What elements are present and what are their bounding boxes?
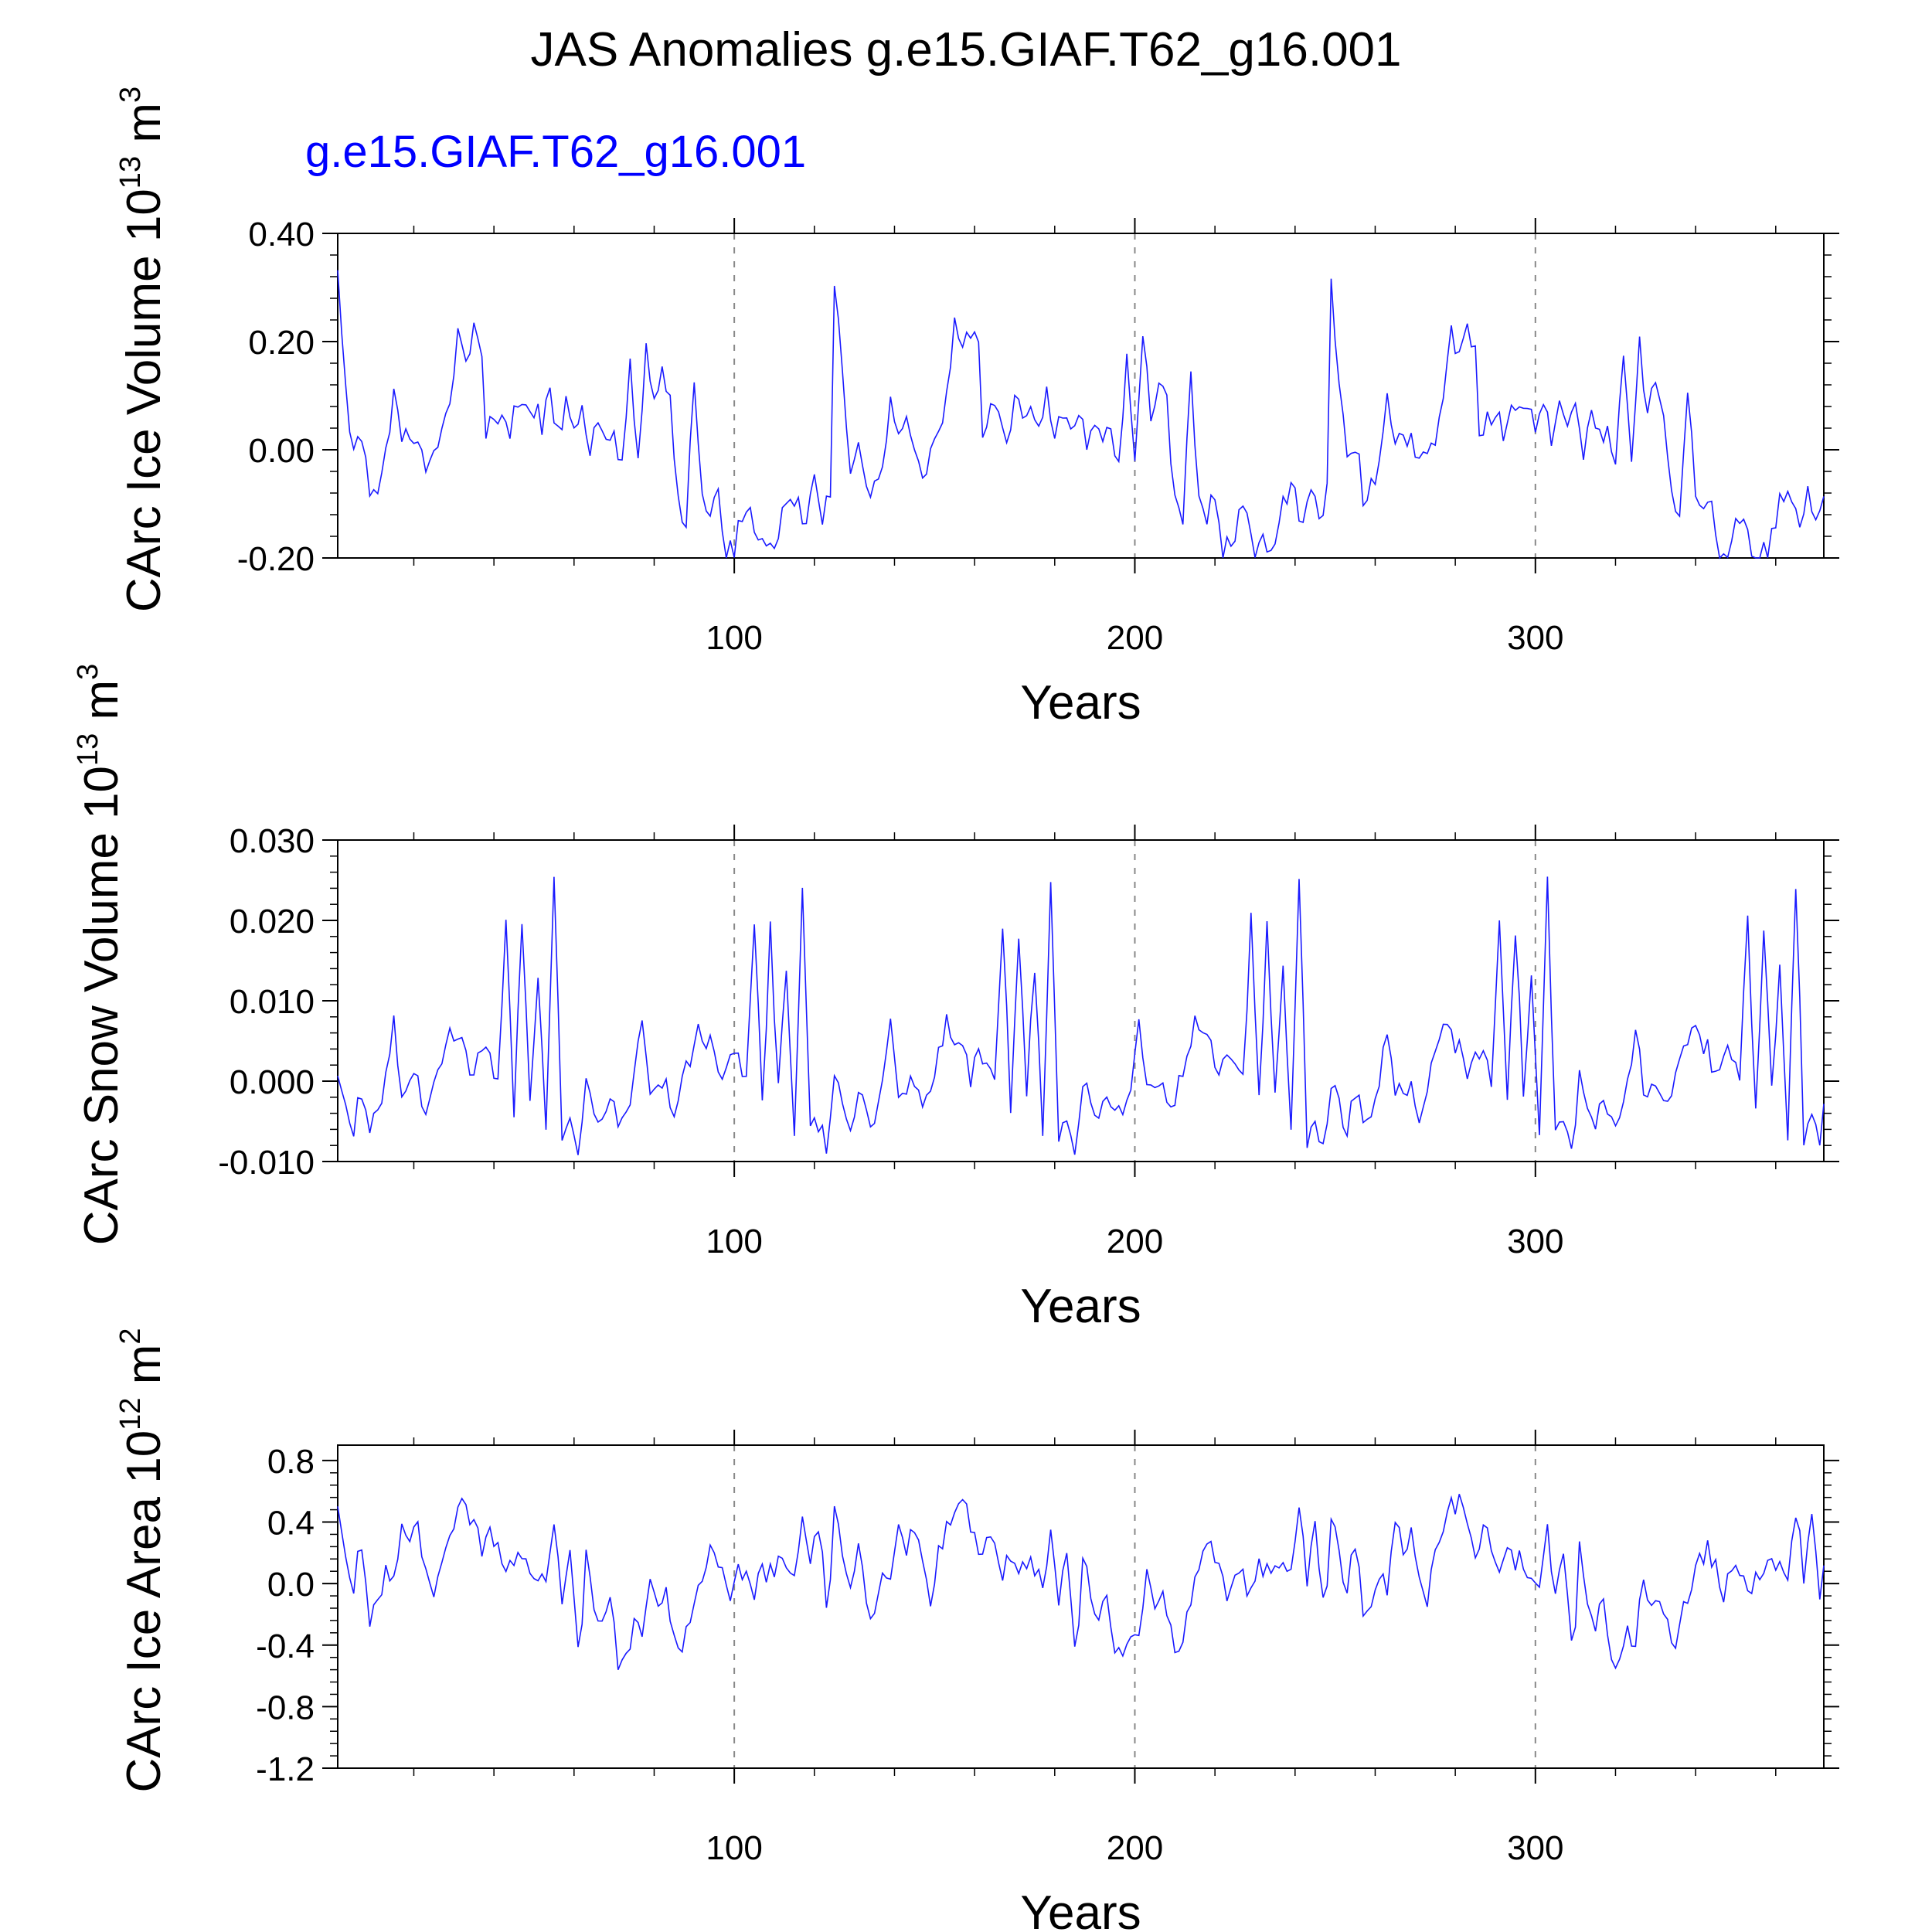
series-line (337, 876, 1825, 1155)
y-tick-label: 0.030 (230, 822, 315, 860)
y-tick-label: 0.4 (267, 1505, 315, 1543)
x-tick-label: 200 (1107, 1829, 1163, 1867)
y-tick-label: 0.000 (230, 1063, 315, 1101)
legend-subtitle: g.e15.GIAF.T62_g16.001 (305, 127, 806, 177)
x-tick-label: 300 (1507, 1829, 1563, 1867)
y-tick-label: 0.40 (248, 216, 315, 253)
x-axis-label: Years (1020, 1886, 1141, 1932)
x-axis-label: Years (1020, 676, 1141, 730)
x-tick-label: 200 (1107, 1223, 1163, 1260)
panel-ice-volume: -0.20 0.00 0.20 0.40 100 200 300 Years CArc Ice … (114, 87, 1839, 730)
y-tick-label: -1.2 (256, 1750, 315, 1788)
y-tick-label: -0.8 (256, 1689, 315, 1726)
y-tick-label: -0.4 (256, 1628, 315, 1665)
panel-ice-area: -1.2 -0.8 -0.4 0.0 0.4 0.8 100 200 300 Years CArc … (114, 1328, 1839, 1932)
x-tick-label: 100 (706, 1223, 762, 1260)
y-axis-label: CArc Ice Area 1012 m2 (114, 1328, 171, 1793)
panel-snow-volume: -0.010 0.000 0.010 0.020 0.030 100 200 300 Years… (72, 664, 1839, 1333)
series-line (337, 1494, 1825, 1671)
figure-title: JAS Anomalies g.e15.GIAF.T62_g16.001 (530, 23, 1401, 77)
panels: -0.20 0.00 0.20 0.40 100 200 300 Years CArc Ice … (72, 87, 1839, 1932)
x-axis-label: Years (1020, 1280, 1141, 1333)
y-tick-label: 0.8 (267, 1443, 315, 1481)
plot-frame (337, 839, 1825, 1162)
x-tick-label: 300 (1507, 619, 1563, 657)
y-tick-label: -0.20 (237, 540, 315, 578)
x-tick-label: 200 (1107, 619, 1163, 657)
y-axis-label: CArc Ice Volume 1013 m3 (114, 87, 171, 612)
plot-frame (337, 233, 1825, 559)
y-tick-label: 0.0 (267, 1566, 315, 1604)
series-line (337, 270, 1825, 560)
y-tick-label: 0.20 (248, 324, 315, 362)
x-tick-label: 100 (706, 619, 762, 657)
x-tick-label: 100 (706, 1829, 762, 1867)
plot-frame (337, 1444, 1825, 1769)
x-tick-label: 300 (1507, 1223, 1563, 1260)
y-axis-label: CArc Snow Volume 1013 m3 (72, 664, 128, 1246)
y-tick-label: 0.00 (248, 432, 315, 470)
y-tick-label: 0.010 (230, 983, 315, 1021)
y-tick-label: 0.020 (230, 903, 315, 940)
y-tick-label: -0.010 (218, 1144, 315, 1182)
